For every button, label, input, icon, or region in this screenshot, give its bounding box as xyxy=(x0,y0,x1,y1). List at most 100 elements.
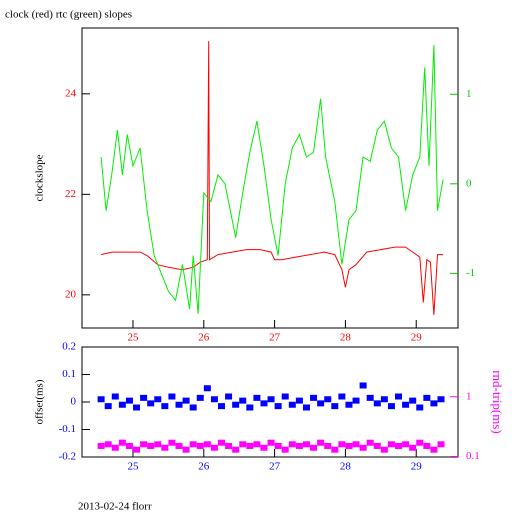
footer: 2013-02-24 florr xyxy=(78,501,152,512)
data-point xyxy=(402,441,410,448)
data-point xyxy=(147,442,155,449)
x-tick-label: 25 xyxy=(127,461,139,473)
data-point xyxy=(366,439,374,446)
y-axis-label: offset(ms) xyxy=(34,379,46,424)
data-point xyxy=(104,441,112,448)
data-point xyxy=(310,444,318,451)
data-point xyxy=(267,396,275,403)
data-point xyxy=(168,393,176,400)
data-point xyxy=(104,403,112,410)
y-tick-label: 0.2 xyxy=(62,341,76,353)
data-point xyxy=(267,439,275,446)
data-point xyxy=(437,396,445,403)
y2-tick-label: 0 xyxy=(466,177,472,189)
data-point xyxy=(168,439,176,446)
y-tick-label: 24 xyxy=(65,87,77,99)
data-point xyxy=(210,396,218,403)
data-point xyxy=(416,439,424,446)
data-point xyxy=(189,441,197,448)
data-point xyxy=(331,446,339,453)
data-point xyxy=(437,441,445,448)
data-line xyxy=(100,41,444,315)
data-point xyxy=(217,439,225,446)
data-point xyxy=(203,441,211,448)
data-point xyxy=(260,400,268,407)
data-point xyxy=(154,396,162,403)
data-point xyxy=(217,403,225,410)
data-point xyxy=(161,403,169,410)
data-point xyxy=(253,441,261,448)
data-point xyxy=(140,394,148,401)
data-point xyxy=(324,396,332,403)
data-point xyxy=(281,393,289,400)
y2-tick-label: 0.1 xyxy=(466,450,480,462)
data-point xyxy=(232,401,240,408)
data-point xyxy=(189,404,197,411)
y-tick-label: 0.1 xyxy=(62,368,76,380)
data-point xyxy=(416,404,424,411)
data-point xyxy=(274,442,282,449)
y-tick-label: 22 xyxy=(65,188,76,200)
y2-axis-label: rnd-trip(ms) xyxy=(490,370,505,434)
data-point xyxy=(395,393,403,400)
data-point xyxy=(225,393,233,400)
y-tick-label: -0.1 xyxy=(59,423,76,435)
data-point xyxy=(154,441,162,448)
data-point xyxy=(302,441,310,448)
data-point xyxy=(366,394,374,401)
y-tick-label: 0 xyxy=(71,396,77,408)
data-point xyxy=(402,401,410,408)
data-point xyxy=(196,394,204,401)
data-point xyxy=(324,442,332,449)
y2-tick-label: 1 xyxy=(466,88,472,100)
data-point xyxy=(111,444,119,451)
data-point xyxy=(295,442,303,449)
data-point xyxy=(295,397,303,404)
data-point xyxy=(387,441,395,448)
data-point xyxy=(182,446,190,453)
data-point xyxy=(338,441,346,448)
x-tick-label: 26 xyxy=(198,461,210,473)
data-point xyxy=(430,446,438,453)
data-point xyxy=(423,442,431,449)
data-point xyxy=(246,442,254,449)
data-point xyxy=(288,401,296,408)
data-point xyxy=(133,404,141,411)
data-point xyxy=(147,400,155,407)
x-tick-label: 28 xyxy=(340,332,352,344)
data-point xyxy=(210,444,218,451)
data-point xyxy=(246,404,254,411)
data-point xyxy=(373,442,381,449)
data-point xyxy=(118,439,126,446)
data-line xyxy=(100,44,444,314)
data-point xyxy=(260,444,268,451)
x-tick-label: 26 xyxy=(198,332,210,344)
x-tick-label: 28 xyxy=(340,461,352,473)
chart-title: clock (red) rtc (green) slopes xyxy=(5,9,132,21)
data-point xyxy=(253,394,261,401)
data-point xyxy=(288,441,296,448)
data-point xyxy=(345,401,353,408)
data-point xyxy=(125,442,133,449)
data-point xyxy=(359,444,367,451)
data-point xyxy=(161,444,169,451)
x-tick-label: 25 xyxy=(127,332,139,344)
data-point xyxy=(239,441,247,448)
data-point xyxy=(203,385,211,392)
data-point xyxy=(125,397,133,404)
data-point xyxy=(423,394,431,401)
data-point xyxy=(111,393,119,400)
y-tick-label: 20 xyxy=(65,288,77,300)
data-point xyxy=(97,442,105,449)
data-point xyxy=(225,442,233,449)
plot-frame xyxy=(81,27,459,329)
data-point xyxy=(133,446,141,453)
y2-tick-label: 1 xyxy=(466,390,472,402)
data-point xyxy=(380,396,388,403)
data-point xyxy=(281,446,289,453)
x-tick-label: 29 xyxy=(411,461,423,473)
data-point xyxy=(310,394,318,401)
data-point xyxy=(196,442,204,449)
data-point xyxy=(338,393,346,400)
data-point xyxy=(409,397,417,404)
